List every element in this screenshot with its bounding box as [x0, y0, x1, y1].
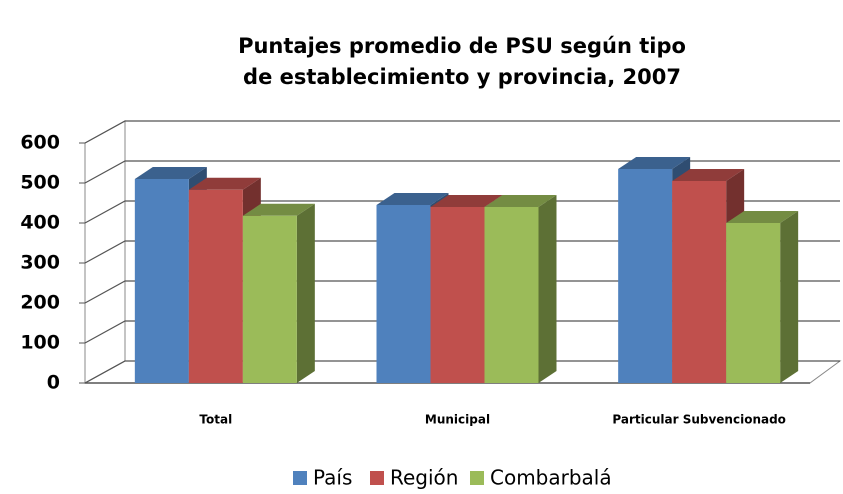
legend-swatch [293, 471, 307, 485]
chart-title: Puntajes promedio de PSU según tipo [238, 34, 686, 58]
legend-label: Combarbalá [490, 466, 612, 490]
bar-side [538, 195, 557, 383]
bar [672, 181, 727, 383]
legend-swatch [370, 471, 384, 485]
bar [484, 207, 539, 383]
bar-top [672, 169, 745, 181]
y-tick-label: 300 [20, 252, 60, 274]
grid-line [84, 120, 840, 144]
y-tick-label: 400 [20, 212, 60, 234]
chart-title: de establecimiento y provincia, 2007 [243, 65, 681, 89]
bar [430, 207, 485, 383]
bar [618, 169, 673, 383]
legend-swatch [470, 471, 484, 485]
bar-top [484, 195, 557, 207]
grid-line [84, 280, 840, 304]
y-tick-label: 600 [20, 132, 60, 154]
grid-line [84, 360, 840, 384]
bar-top [188, 177, 261, 190]
legend-label: Región [390, 466, 458, 490]
grid-line [84, 240, 840, 264]
y-tick-label: 200 [20, 292, 60, 314]
x-tick-label: Total [199, 413, 232, 427]
bar-top [430, 195, 503, 207]
grid-line [84, 200, 840, 224]
y-tick-label: 500 [20, 172, 60, 194]
bar-side [780, 211, 799, 383]
y-tick-label: 100 [20, 332, 60, 354]
grid-line [84, 160, 840, 184]
bar-top [376, 193, 449, 205]
y-tick-label: 0 [47, 372, 60, 394]
bar [726, 223, 781, 383]
bar [376, 205, 431, 383]
bar-top [134, 167, 207, 179]
bar-top [242, 203, 315, 216]
legend-label: País [313, 466, 352, 490]
bar [242, 215, 297, 383]
bar-top [618, 157, 691, 169]
x-tick-label: Particular Subvencionado [612, 413, 786, 427]
bar-side [296, 203, 315, 383]
grid-line [84, 320, 840, 344]
bar-top [726, 211, 799, 223]
bar [134, 179, 189, 383]
bar [188, 189, 243, 383]
x-tick-label: Municipal [425, 413, 490, 427]
